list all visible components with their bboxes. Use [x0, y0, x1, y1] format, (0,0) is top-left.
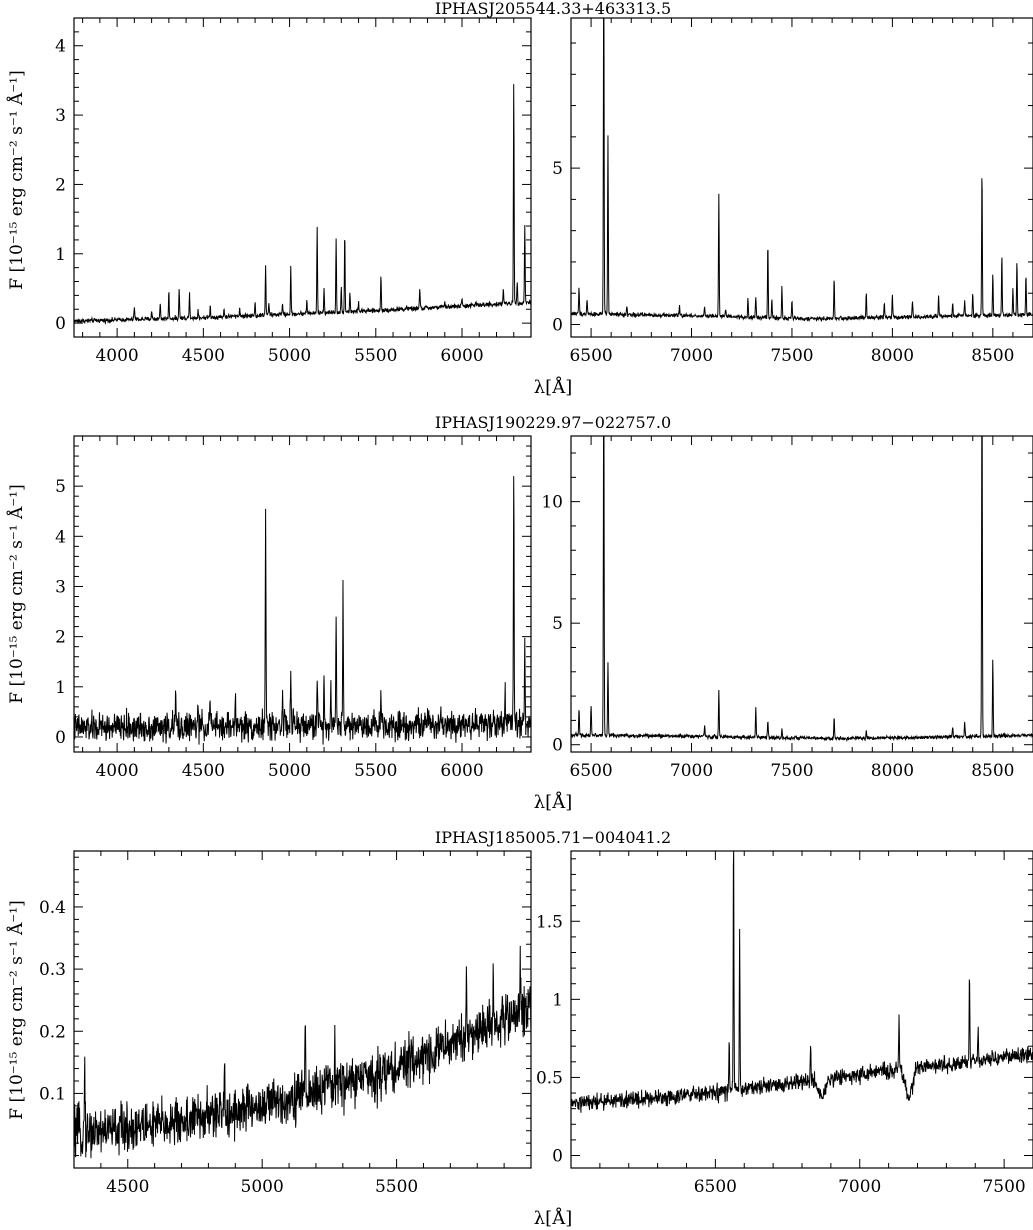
row-3-right-xtick-label: 6500 [694, 1177, 737, 1197]
row-1-left-spectrum-line [74, 84, 531, 326]
row-2-left-ytick-label: 0 [55, 728, 66, 748]
row-2-right-xtick-label: 7500 [770, 761, 813, 781]
row-3-title: IPHASJ185005.71−004041.2 [435, 828, 671, 847]
row-2-left-xtick-label: 4500 [182, 761, 225, 781]
row-3-right-xtick-label: 7000 [838, 1177, 881, 1197]
row-3-right-ytick-label: 1 [552, 990, 563, 1010]
row-3-xlabel: λ[Å] [534, 1207, 572, 1229]
row-2-right-spectrum-line [571, 436, 1033, 742]
row-1-left-xtick-label: 4500 [182, 346, 225, 366]
row-1-left-ytick-label: 0 [55, 314, 66, 334]
row-2-left-xtick-label: 5000 [268, 761, 311, 781]
row-2-xlabel: λ[Å] [534, 791, 572, 813]
row-2-left-frame [73, 435, 532, 753]
row-2-right-ytick-label: 0 [552, 736, 563, 756]
row-1-left-xtick-label: 5000 [268, 346, 311, 366]
row-3-left-ytick-label: 0.1 [39, 1084, 66, 1104]
row-3-right-ytick-label: 0.5 [536, 1068, 563, 1088]
row-3-left-xtick-label: 4500 [106, 1177, 149, 1197]
row-3-right-ytick-label: 1.5 [536, 912, 563, 932]
row-1-right-xtick-label: 8500 [971, 346, 1014, 366]
row-3-right-xtick-label: 7500 [982, 1177, 1025, 1197]
row-1-right-spectrum-line [571, 18, 1033, 323]
spectrum-row-1: IPHASJ205544.33+463313.5 λ[Å] F [10⁻¹⁵ e… [6, 0, 1033, 398]
row-1-left-xtick-label: 6000 [440, 346, 483, 366]
row-1-left-xtick-label: 4000 [95, 346, 138, 366]
row-2-left-panel: 4000 4500 5000 5500 6000 0 1 2 3 4 5 [55, 435, 532, 781]
row-2-right-panel: 6500 7000 7500 8000 8500 0 5 10 [541, 435, 1033, 781]
row-2-title: IPHASJ190229.97−022757.0 [435, 413, 671, 432]
row-2-right-frame [570, 435, 1033, 753]
row-2-right-ytick-label: 5 [552, 614, 563, 634]
row-3-left-ytick-label: 0.2 [39, 1022, 66, 1042]
row-1-left-ytick-label: 4 [55, 37, 66, 57]
row-1-right-ytick-label: 0 [552, 315, 563, 335]
row-1-left-ytick-label: 1 [55, 245, 66, 265]
row-3-left-spectrum-line [74, 945, 531, 1159]
row-2-right-xtick-label: 6500 [569, 761, 612, 781]
row-2-ylabel: F [10⁻¹⁵ erg cm⁻² s⁻¹ Å⁻¹] [6, 484, 27, 703]
row-1-right-xtick-label: 6500 [569, 346, 612, 366]
row-2-right-xtick-label: 8500 [971, 761, 1014, 781]
row-3-ylabel: F [10⁻¹⁵ erg cm⁻² s⁻¹ Å⁻¹] [6, 900, 27, 1119]
row-2-left-ytick-label: 4 [55, 527, 66, 547]
row-2-right-ytick-label: 10 [541, 493, 563, 513]
row-3-left-xtick-label: 5500 [375, 1177, 418, 1197]
row-2-left-ytick-label: 3 [55, 577, 66, 597]
row-3-left-ytick-label: 0.4 [39, 898, 66, 918]
spectrum-row-2: IPHASJ190229.97−022757.0 λ[Å] F [10⁻¹⁵ e… [6, 413, 1033, 813]
row-2-left-ytick-label: 1 [55, 678, 66, 698]
row-3-left-panel: 4500 5000 5500 0.1 0.2 0.3 0.4 [39, 850, 532, 1197]
row-1-left-ytick-label: 2 [55, 175, 66, 195]
row-3-right-ytick-label: 0 [552, 1147, 563, 1167]
row-2-right-xtick-label: 8000 [871, 761, 914, 781]
row-1-left-xtick-label: 5500 [354, 346, 397, 366]
row-3-right-spectrum-line [571, 851, 1033, 1113]
row-2-right-xtick-label: 7000 [670, 761, 713, 781]
row-2-left-xtick-label: 5500 [354, 761, 397, 781]
row-2-left-spectrum-line [74, 476, 531, 745]
row-2-left-xtick-label: 6000 [440, 761, 483, 781]
row-2-left-ytick-label: 5 [55, 477, 66, 497]
row-3-left-frame [73, 850, 532, 1169]
row-2-left-ytick-label: 2 [55, 628, 66, 648]
row-1-right-xtick-label: 7500 [770, 346, 813, 366]
row-3-left-ytick-label: 0.3 [39, 960, 66, 980]
row-1-title: IPHASJ205544.33+463313.5 [435, 0, 671, 18]
row-1-xlabel: λ[Å] [534, 376, 572, 398]
row-3-right-panel: 6500 7000 7500 0 0.5 1 1.5 [536, 850, 1033, 1197]
row-1-left-panel: 4000 4500 5000 5500 6000 0 1 2 3 4 [55, 17, 532, 366]
row-1-right-frame [570, 17, 1033, 338]
spectrum-row-3: IPHASJ185005.71−004041.2 λ[Å] F [10⁻¹⁵ e… [6, 828, 1033, 1229]
row-3-left-xtick-label: 5000 [241, 1177, 284, 1197]
row-1-right-panel: 6500 7000 7500 8000 8500 0 5 [552, 17, 1033, 366]
row-3-right-frame [570, 850, 1033, 1169]
row-2-left-xtick-label: 4000 [95, 761, 138, 781]
row-1-ylabel: F [10⁻¹⁵ erg cm⁻² s⁻¹ Å⁻¹] [6, 70, 27, 289]
row-1-right-xtick-label: 7000 [670, 346, 713, 366]
row-1-left-ytick-label: 3 [55, 106, 66, 126]
row-1-right-xtick-label: 8000 [871, 346, 914, 366]
row-1-left-frame [73, 17, 532, 338]
row-1-right-ytick-label: 5 [552, 159, 563, 179]
